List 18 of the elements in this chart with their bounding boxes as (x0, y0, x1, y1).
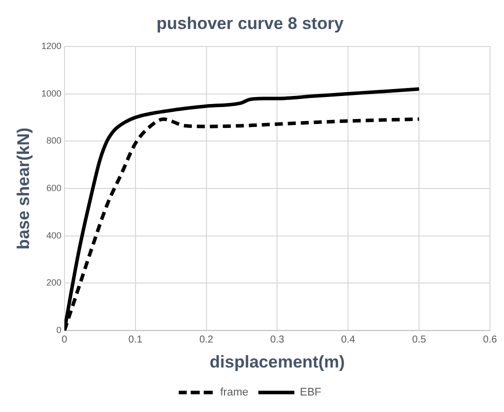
y-tick-label: 0 (56, 325, 62, 336)
y-tick-label: 400 (46, 230, 62, 240)
y-tick-label: 800 (46, 136, 62, 146)
chart-title: pushover curve 8 story (156, 14, 344, 33)
y-tick-label: 1000 (41, 88, 62, 98)
y-tick-label: 1200 (41, 40, 62, 51)
legend-label: frame (220, 386, 248, 399)
x-tick-label: 0.6 (483, 334, 498, 346)
x-tick-label: 0.4 (341, 334, 356, 346)
x-tick-label: 0.1 (128, 334, 143, 346)
x-tick-label: 0.2 (199, 334, 214, 346)
y-axis-title: base shear(kN) (14, 128, 33, 250)
y-tick-label: 200 (46, 278, 62, 288)
legend-label: EBF (300, 386, 322, 399)
x-tick-label: 0.5 (412, 334, 426, 346)
y-tick-label: 600 (46, 182, 62, 193)
x-tick-label: 0.3 (270, 334, 285, 346)
x-axis-title: displacement(m) (210, 352, 345, 372)
